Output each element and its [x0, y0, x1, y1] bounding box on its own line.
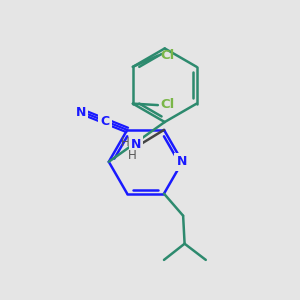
- Text: N: N: [177, 155, 188, 168]
- Text: N: N: [76, 106, 86, 119]
- Text: H: H: [121, 136, 130, 149]
- Text: Cl: Cl: [160, 98, 174, 111]
- Text: Cl: Cl: [160, 49, 174, 62]
- Text: C: C: [100, 115, 110, 128]
- Text: N: N: [131, 137, 141, 151]
- Text: H: H: [128, 149, 136, 162]
